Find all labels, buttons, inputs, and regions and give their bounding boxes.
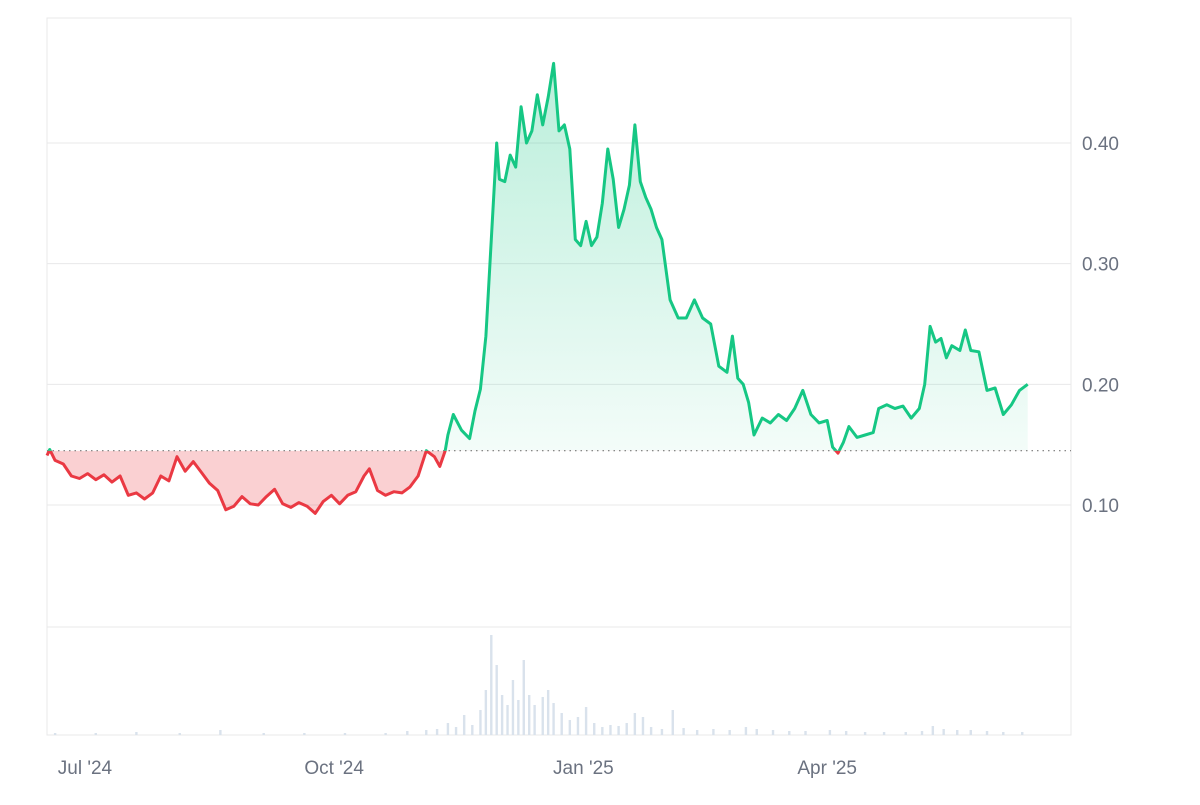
volume-bar [522, 660, 525, 735]
area-above-baseline [47, 63, 1028, 451]
volume-bar [985, 731, 989, 735]
x-tick-label: Jul '24 [58, 758, 113, 779]
volume-bar [931, 726, 935, 735]
plot-frame [46, 17, 1072, 736]
volume-bars [53, 635, 1024, 735]
volume-bar [695, 730, 699, 735]
volume-bar [384, 733, 387, 735]
volume-bar [671, 710, 674, 735]
volume-bar [712, 729, 715, 735]
volume-bar [969, 730, 972, 735]
volume-bar [541, 697, 544, 735]
x-tick-label: Jan '25 [553, 758, 614, 779]
volume-bar [425, 730, 428, 735]
volume-bar [506, 705, 509, 735]
volume-bar [495, 665, 498, 735]
volume-bar [135, 732, 138, 735]
volume-bar [533, 705, 536, 735]
volume-bar [94, 733, 97, 735]
volume-bar [942, 729, 945, 735]
volume-bar [1021, 732, 1024, 735]
volume-bar [528, 695, 531, 735]
volume-bar [863, 732, 867, 735]
volume-bar [755, 729, 758, 735]
volume-bar [844, 731, 848, 735]
volume-bar [500, 695, 504, 735]
volume-bar [904, 732, 907, 735]
volume-bar [490, 635, 493, 735]
price-line-below [45, 450, 841, 515]
volume-bar [649, 727, 653, 735]
volume-bar [744, 727, 748, 735]
volume-bar [406, 731, 409, 735]
volume-bar [788, 731, 791, 735]
volume-bar [576, 717, 580, 735]
volume-bar [446, 723, 450, 735]
volume-bar [552, 703, 555, 735]
volume-bar [584, 707, 588, 735]
volume-bar [462, 715, 466, 735]
volume-bar [625, 723, 628, 735]
volume-bar [641, 717, 645, 735]
volume-bar [343, 733, 347, 735]
volume-bar [660, 729, 664, 735]
volume-bar [682, 728, 685, 735]
volume-bar [546, 690, 550, 735]
volume-bar [471, 725, 474, 735]
volume-bar [633, 713, 637, 735]
volume-bar [517, 700, 520, 735]
volume-bar [771, 730, 775, 735]
x-tick-label: Apr '25 [797, 758, 857, 779]
y-tick-label: 0.20 [1082, 375, 1119, 396]
volume-bar [435, 729, 439, 735]
volume-bar [262, 733, 265, 735]
volume-bar [593, 723, 596, 735]
volume-bar [956, 730, 959, 735]
y-tick-label: 0.10 [1082, 496, 1119, 517]
volume-bar [479, 710, 482, 735]
volume-bar [219, 730, 222, 735]
volume-bar [828, 730, 832, 735]
volume-bar [303, 733, 306, 735]
volume-bar [609, 725, 612, 735]
volume-bar [920, 731, 924, 735]
y-tick-label: 0.30 [1082, 255, 1119, 276]
volume-bar [560, 713, 563, 735]
y-tick-label: 0.40 [1082, 134, 1119, 155]
price-line-above [47, 61, 1029, 451]
volume-bar [804, 731, 807, 735]
volume-bar [568, 720, 572, 735]
volume-bar [484, 690, 488, 735]
volume-bar [617, 726, 620, 735]
volume-bar [1002, 732, 1005, 735]
volume-bar [454, 727, 458, 735]
volume-bar [601, 727, 604, 735]
volume-bar [511, 680, 515, 735]
volume-bar [882, 732, 886, 735]
x-tick-label: Oct '24 [304, 758, 364, 779]
volume-bar [728, 730, 731, 735]
volume-bar [53, 733, 57, 735]
volume-bar [178, 733, 181, 735]
